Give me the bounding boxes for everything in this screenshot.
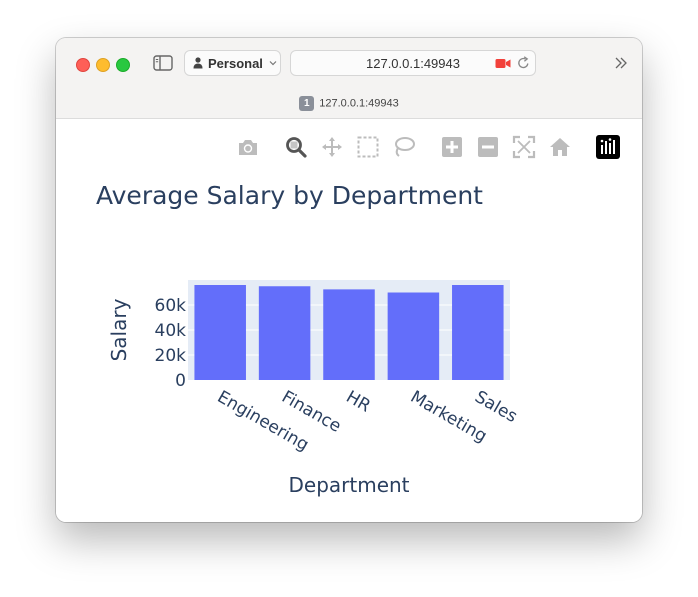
title-bar: Personal 127.0.0.1:49943 1 127.0.0.1:4994…	[56, 38, 642, 119]
y-axis-label: Salary	[107, 298, 131, 361]
reset-axes-icon[interactable]	[548, 135, 572, 159]
x-axis-label: Department	[288, 473, 409, 497]
chevron-down-icon	[269, 61, 277, 66]
y-tick-label: 60k	[155, 296, 187, 316]
zoom-out-icon[interactable]	[476, 135, 500, 159]
x-tick-label: Sales	[471, 387, 520, 427]
close-window-button[interactable]	[76, 58, 90, 72]
address-bar[interactable]: 127.0.0.1:49943	[290, 50, 536, 76]
bar-engineering[interactable]	[194, 285, 246, 380]
bar-hr[interactable]	[323, 289, 375, 380]
bar-sales[interactable]	[452, 285, 504, 380]
pan-icon[interactable]	[320, 135, 344, 159]
page-content: Average Salary by Department 0 20k 40k 60k …	[56, 119, 642, 522]
profile-label: Personal	[208, 55, 263, 71]
plotly-logo-icon[interactable]	[596, 135, 620, 159]
tab-active[interactable]: 1 127.0.0.1:49943	[56, 96, 642, 111]
reload-icon[interactable]	[517, 56, 530, 70]
bars	[194, 285, 504, 381]
person-icon	[193, 57, 203, 69]
x-tick-label: HR	[343, 387, 374, 417]
y-tick-labels: 0 20k 40k 60k	[155, 296, 187, 391]
browser-window: Personal 127.0.0.1:49943 1 127.0.0.1:4994…	[56, 38, 642, 522]
bar-chart: Average Salary by Department 020k40k60k …	[96, 181, 521, 497]
zoom-icon[interactable]	[284, 135, 308, 159]
bar-marketing[interactable]	[387, 292, 440, 381]
tab-index-badge: 1	[299, 96, 315, 111]
minimize-window-button[interactable]	[96, 58, 110, 72]
chevron-double-right-icon[interactable]	[614, 56, 628, 70]
zoom-window-button[interactable]	[116, 58, 130, 72]
chart-title: Average Salary by Department	[96, 181, 483, 210]
camera-icon[interactable]	[236, 135, 260, 159]
autoscale-icon[interactable]	[512, 135, 536, 159]
plot-modebar	[56, 119, 642, 159]
url-text: 127.0.0.1:49943	[366, 56, 460, 71]
y-tick-label: 40k	[155, 321, 187, 341]
y-tick-label: 0	[175, 371, 186, 391]
zoom-in-icon[interactable]	[440, 135, 464, 159]
tab-label: 127.0.0.1:49943	[319, 97, 399, 110]
bar-finance[interactable]	[258, 286, 311, 380]
y-tick-label: 20k	[155, 346, 187, 366]
lasso-icon[interactable]	[392, 135, 416, 159]
camera-recording-icon[interactable]	[495, 58, 511, 69]
box-select-icon[interactable]	[356, 135, 380, 159]
profile-button[interactable]: Personal	[184, 50, 281, 76]
sidebar-toggle-icon[interactable]	[153, 55, 173, 71]
